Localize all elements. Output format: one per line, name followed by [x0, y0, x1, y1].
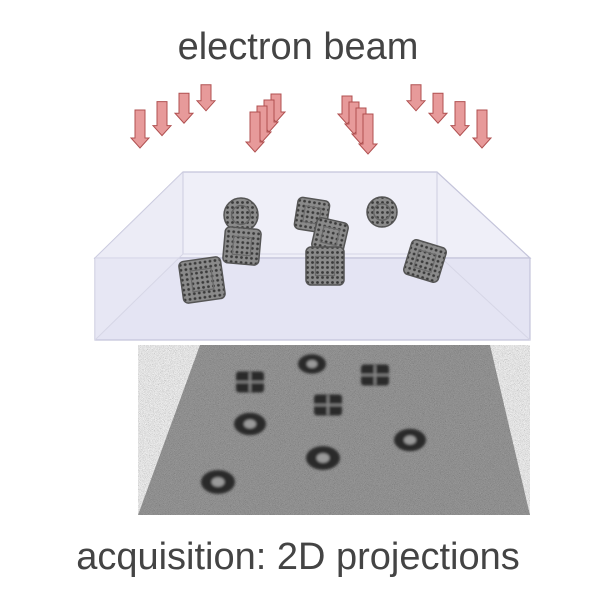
arrow-group-3 — [336, 95, 379, 155]
projection-8 — [201, 470, 235, 494]
particle-a — [223, 197, 259, 233]
projection-1 — [236, 371, 264, 393]
particle-e — [366, 196, 398, 228]
title-electron-beam: electron beam — [177, 26, 419, 68]
particle-b — [222, 226, 262, 266]
detector-plane — [138, 345, 530, 515]
projection-5 — [314, 394, 342, 416]
arrow-group-1 — [129, 84, 217, 149]
particles-3d — [178, 196, 447, 304]
arrow-group-4 — [405, 84, 493, 149]
caption-acquisition: acquisition: 2D projections — [76, 536, 520, 578]
particle-g — [305, 246, 345, 286]
sample-box-side-left — [95, 172, 183, 340]
particle-h — [403, 239, 447, 283]
projection-2 — [298, 354, 326, 374]
arrow-icon — [449, 101, 471, 137]
arrow-group-2 — [244, 93, 287, 153]
projections-2d — [201, 354, 426, 494]
arrow-icon — [357, 113, 379, 155]
arrow-icon — [129, 109, 151, 149]
projection-7 — [306, 446, 340, 470]
arrow-icon — [471, 109, 493, 149]
projection-3 — [361, 364, 389, 386]
particle-c — [178, 256, 226, 304]
arrow-icon — [244, 111, 266, 153]
arrow-icon — [405, 84, 427, 112]
arrow-icon — [173, 92, 195, 124]
arrow-icon — [427, 92, 449, 124]
projection-4 — [234, 412, 266, 436]
arrow-icon — [151, 101, 173, 137]
detector-surface — [138, 345, 530, 515]
projection-6 — [394, 428, 426, 452]
arrow-icon — [195, 84, 217, 112]
electron-beam-arrows — [129, 84, 493, 155]
